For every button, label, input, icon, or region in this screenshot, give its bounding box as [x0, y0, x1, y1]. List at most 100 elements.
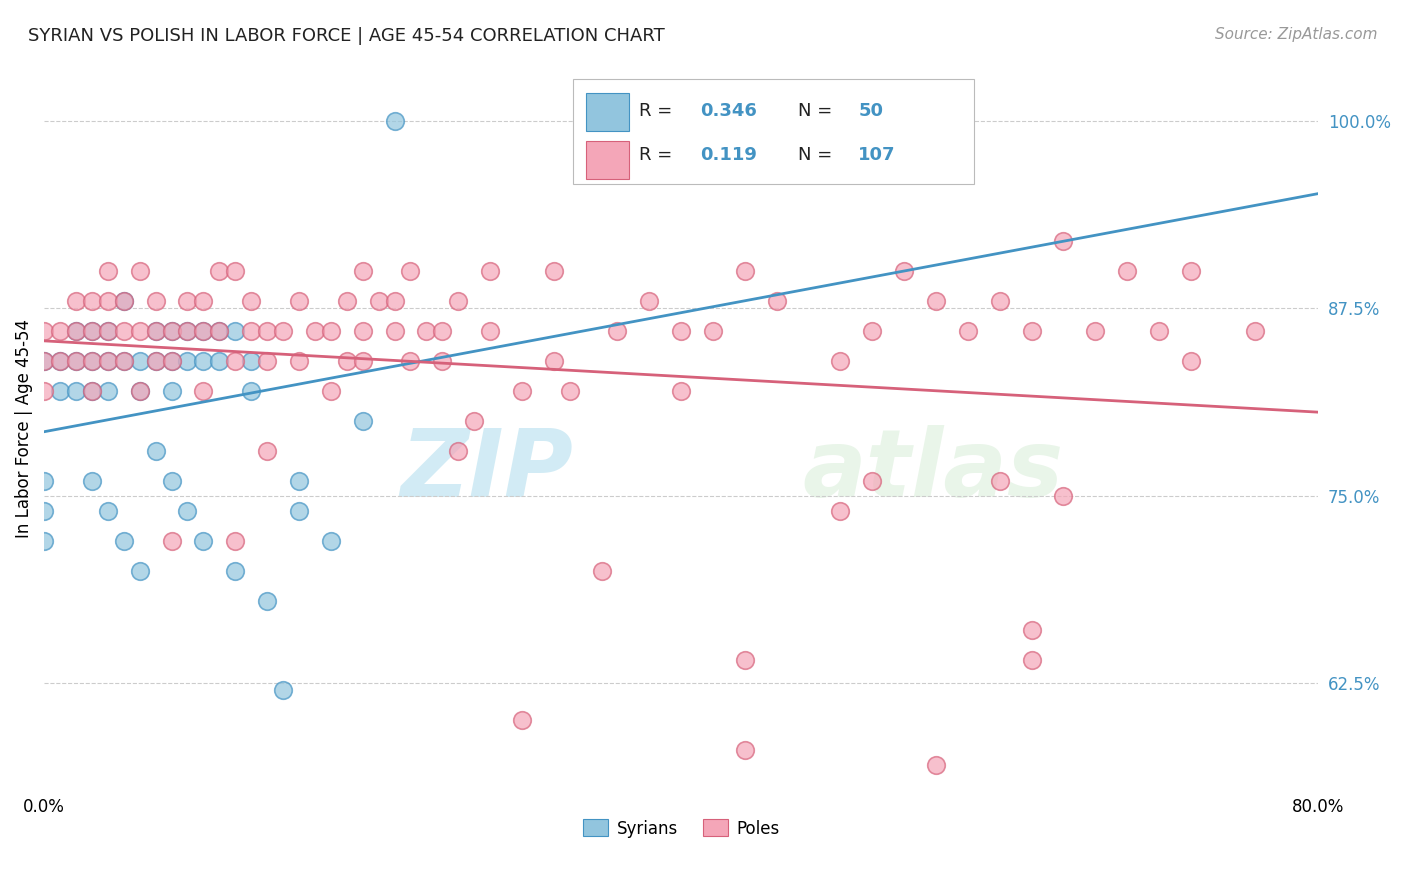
- Point: [208, 324, 231, 338]
- Point: [193, 533, 215, 548]
- Point: [112, 293, 135, 308]
- Point: [669, 384, 692, 398]
- Point: [240, 293, 263, 308]
- Point: [176, 503, 198, 517]
- Point: [925, 293, 948, 308]
- Point: [32, 353, 55, 368]
- FancyBboxPatch shape: [572, 79, 974, 184]
- FancyBboxPatch shape: [586, 94, 628, 131]
- Text: ZIP: ZIP: [401, 425, 572, 517]
- Point: [1243, 324, 1265, 338]
- Point: [384, 114, 406, 128]
- Point: [271, 683, 294, 698]
- Text: 0.346: 0.346: [700, 102, 758, 120]
- Point: [160, 384, 183, 398]
- Point: [893, 264, 915, 278]
- Point: [432, 353, 454, 368]
- Point: [193, 324, 215, 338]
- Point: [256, 353, 278, 368]
- Point: [256, 324, 278, 338]
- Point: [224, 564, 246, 578]
- Point: [830, 503, 852, 517]
- Point: [80, 353, 103, 368]
- Text: Source: ZipAtlas.com: Source: ZipAtlas.com: [1215, 27, 1378, 42]
- Point: [240, 384, 263, 398]
- Point: [32, 474, 55, 488]
- Point: [97, 503, 120, 517]
- Point: [399, 264, 422, 278]
- Point: [1052, 234, 1074, 248]
- Point: [256, 593, 278, 607]
- Text: 50: 50: [858, 102, 883, 120]
- Point: [224, 353, 246, 368]
- Point: [145, 353, 167, 368]
- Point: [367, 293, 389, 308]
- Point: [65, 353, 87, 368]
- Point: [543, 264, 565, 278]
- Point: [49, 324, 72, 338]
- Point: [224, 324, 246, 338]
- Point: [240, 324, 263, 338]
- Point: [319, 324, 342, 338]
- Point: [80, 474, 103, 488]
- Point: [352, 264, 374, 278]
- Point: [80, 324, 103, 338]
- Point: [176, 324, 198, 338]
- Point: [145, 324, 167, 338]
- Point: [399, 353, 422, 368]
- Point: [145, 293, 167, 308]
- Point: [208, 324, 231, 338]
- Point: [288, 293, 311, 308]
- Point: [510, 384, 533, 398]
- Point: [160, 324, 183, 338]
- Point: [128, 324, 150, 338]
- Point: [145, 353, 167, 368]
- Point: [65, 324, 87, 338]
- Point: [128, 384, 150, 398]
- Legend: Syrians, Poles: Syrians, Poles: [576, 813, 786, 844]
- Point: [240, 353, 263, 368]
- Point: [176, 324, 198, 338]
- Point: [860, 324, 883, 338]
- Point: [256, 443, 278, 458]
- Point: [32, 324, 55, 338]
- Text: R =: R =: [640, 102, 672, 120]
- Point: [112, 293, 135, 308]
- Point: [447, 443, 470, 458]
- Point: [80, 353, 103, 368]
- Point: [97, 353, 120, 368]
- Point: [65, 293, 87, 308]
- Point: [830, 353, 852, 368]
- Text: R =: R =: [640, 146, 672, 164]
- Point: [128, 353, 150, 368]
- Point: [352, 414, 374, 428]
- Point: [702, 324, 724, 338]
- Point: [463, 414, 485, 428]
- Point: [160, 353, 183, 368]
- Point: [1021, 653, 1043, 667]
- Point: [193, 293, 215, 308]
- Point: [288, 474, 311, 488]
- Point: [128, 564, 150, 578]
- Point: [97, 353, 120, 368]
- Point: [1052, 489, 1074, 503]
- Point: [160, 324, 183, 338]
- Point: [319, 384, 342, 398]
- Point: [591, 114, 613, 128]
- Point: [49, 353, 72, 368]
- Point: [1021, 624, 1043, 638]
- Point: [128, 384, 150, 398]
- Point: [336, 353, 359, 368]
- Point: [336, 293, 359, 308]
- Point: [49, 384, 72, 398]
- Point: [208, 264, 231, 278]
- Point: [1147, 324, 1170, 338]
- Point: [65, 324, 87, 338]
- Point: [956, 324, 979, 338]
- Point: [479, 264, 502, 278]
- Point: [988, 474, 1011, 488]
- Point: [638, 293, 661, 308]
- Point: [193, 353, 215, 368]
- Point: [176, 353, 198, 368]
- FancyBboxPatch shape: [586, 142, 628, 178]
